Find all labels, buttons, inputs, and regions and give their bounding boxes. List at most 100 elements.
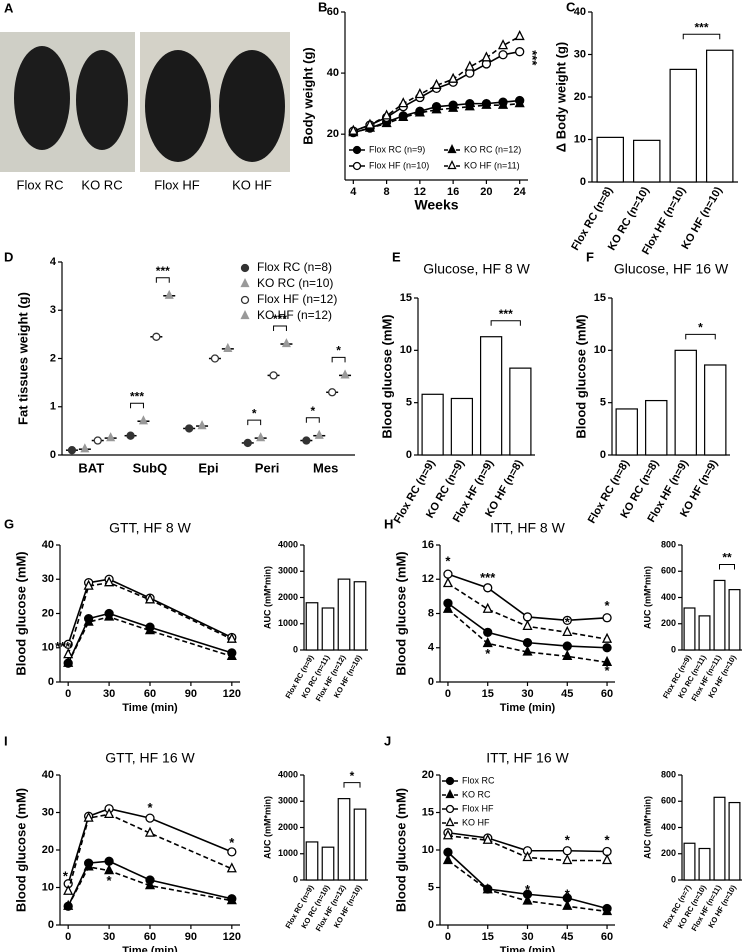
chart: D Fat tissues weight (g) 0 1 2 3 4 BAT SubQ Epi Pe… bbox=[4, 249, 355, 475]
panel-letter: F bbox=[586, 249, 594, 264]
y-axis-label: Fat tissues weight (g) bbox=[15, 292, 30, 425]
bar bbox=[683, 842, 696, 881]
legend-marker bbox=[445, 804, 455, 814]
bar bbox=[706, 49, 734, 183]
marker bbox=[93, 436, 102, 445]
marker bbox=[106, 432, 116, 442]
y-axis-label: Blood glucose (mM) bbox=[393, 788, 408, 912]
legend-label: Flox HF bbox=[462, 803, 494, 813]
legend-marker bbox=[447, 160, 457, 170]
y-tick-label: 4 bbox=[428, 642, 435, 654]
photo-label: Flox RC bbox=[17, 177, 64, 192]
legend-label: KO RC (n=10) bbox=[257, 276, 333, 290]
y-axis-label: AUC (mM*min) bbox=[642, 566, 652, 629]
x-tick-label: 60 bbox=[144, 931, 156, 943]
y-axis-label: Blood glucose (mM) bbox=[393, 551, 408, 675]
y-tick-label: 10 bbox=[42, 881, 54, 893]
annotation: * bbox=[445, 554, 451, 569]
panel-letter: B bbox=[318, 0, 327, 14]
y-tick-label: 4 bbox=[50, 256, 57, 268]
marker bbox=[602, 613, 612, 623]
bar bbox=[479, 336, 503, 456]
y-tick-label: 10 bbox=[422, 844, 434, 856]
marker bbox=[314, 429, 324, 439]
marker bbox=[381, 109, 392, 120]
x-tick-label: 0 bbox=[65, 931, 71, 943]
y-tick-label: 0 bbox=[293, 644, 298, 654]
x-tick-label: 60 bbox=[601, 931, 613, 943]
bracket bbox=[130, 402, 144, 409]
y-tick-label: 0 bbox=[671, 644, 676, 654]
bracket bbox=[247, 419, 262, 426]
x-axis-label: Time (min) bbox=[122, 702, 178, 714]
legend-marker bbox=[352, 145, 362, 155]
mouse bbox=[219, 50, 285, 162]
annotation: * bbox=[310, 404, 315, 418]
annotation: *** bbox=[499, 307, 513, 321]
bar bbox=[728, 589, 741, 651]
marker bbox=[442, 602, 454, 613]
bar bbox=[450, 397, 474, 456]
annotation: ** bbox=[722, 551, 732, 565]
marker bbox=[63, 648, 74, 659]
bracket bbox=[343, 782, 361, 788]
bar bbox=[321, 607, 335, 651]
marker bbox=[243, 438, 252, 448]
marker bbox=[562, 641, 572, 651]
x-tick-label: 8 bbox=[384, 186, 390, 198]
marker bbox=[226, 862, 237, 873]
annotation: * bbox=[107, 873, 113, 888]
legend-marker bbox=[240, 295, 250, 305]
y-tick-label: 5 bbox=[428, 881, 434, 893]
y-axis-label: Blood glucose (mM) bbox=[379, 314, 394, 438]
x-tick-label: SubQ bbox=[133, 460, 168, 475]
photo-panel: A Flox RC KO RC Flox HF KO HF bbox=[0, 0, 290, 192]
x-tick-label: 120 bbox=[223, 931, 241, 943]
marker bbox=[145, 813, 155, 823]
photo-label: KO HF bbox=[232, 177, 272, 192]
y-tick-label: 15 bbox=[594, 292, 606, 304]
marker bbox=[601, 854, 613, 865]
marker bbox=[63, 884, 74, 895]
bar bbox=[633, 139, 661, 183]
bar bbox=[713, 579, 726, 651]
marker bbox=[464, 100, 475, 111]
legend-label: KO RC bbox=[462, 789, 491, 799]
marker bbox=[514, 29, 525, 41]
panel-letter: H bbox=[384, 516, 393, 531]
y-tick-label: 16 bbox=[422, 539, 434, 551]
x-tick-label: 4 bbox=[350, 186, 357, 198]
bracket bbox=[685, 333, 716, 340]
bracket bbox=[719, 563, 735, 570]
annotation: * bbox=[485, 646, 491, 661]
bracket bbox=[155, 277, 170, 283]
marker bbox=[481, 51, 492, 62]
bar bbox=[669, 68, 697, 183]
marker bbox=[226, 894, 237, 905]
chart: F Glucose, HF 16 W Blood glucose (mM) 0 5 10 1… bbox=[573, 249, 730, 526]
x-tick-label: 120 bbox=[223, 688, 241, 700]
annotation: *** bbox=[694, 20, 708, 34]
annotation: * bbox=[229, 835, 235, 850]
marker bbox=[223, 342, 233, 353]
bar bbox=[337, 578, 351, 651]
annotation: * bbox=[350, 769, 355, 783]
y-tick-label: 40 bbox=[327, 67, 339, 79]
annotation: * bbox=[525, 882, 531, 897]
panel-letter: G bbox=[4, 516, 14, 531]
marker bbox=[83, 860, 94, 871]
bar bbox=[305, 841, 319, 881]
y-tick-label: 0 bbox=[48, 919, 54, 931]
marker bbox=[515, 47, 525, 57]
chart: J ITT, HF 16 W Blood glucose (mM) 0 5 10 15 20 0… bbox=[384, 733, 615, 952]
marker bbox=[340, 369, 350, 379]
x-axis-label: Time (min) bbox=[500, 702, 556, 714]
marker bbox=[104, 576, 115, 587]
y-axis-label: Blood glucose (mM) bbox=[573, 314, 588, 438]
legend-marker bbox=[352, 161, 362, 171]
marker bbox=[104, 610, 115, 621]
bracket bbox=[490, 320, 521, 326]
